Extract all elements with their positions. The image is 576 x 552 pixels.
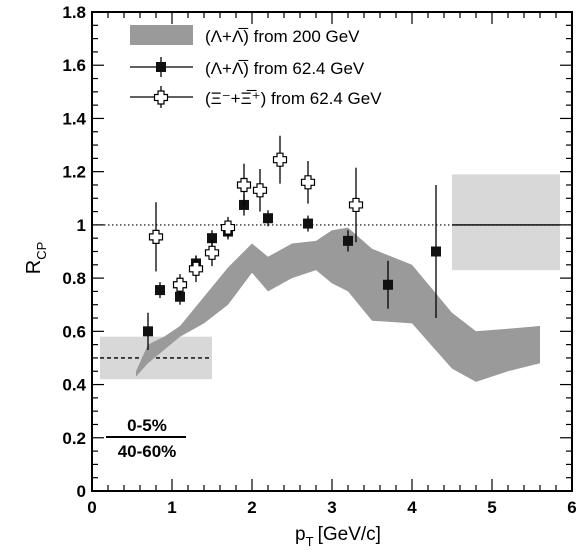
y-tick-label: 0.2: [62, 429, 86, 448]
xi-point: [148, 229, 164, 244]
lambda-point: [207, 233, 217, 244]
legend-xi-marker: [130, 86, 193, 108]
high-norm-box: [452, 174, 560, 271]
y-tick-label: 0.6: [62, 322, 86, 341]
centrality-denominator: 40-60%: [118, 442, 177, 461]
lambda-point: [383, 279, 393, 290]
legend-lambda-marker: [130, 57, 193, 77]
y-tick-label: 0: [77, 482, 86, 501]
y-axis-title: RCP: [23, 242, 49, 275]
lambda-point: [431, 246, 441, 257]
x-tick-label: 6: [567, 498, 576, 517]
lambda-point: [155, 285, 165, 296]
lambda-point: [303, 218, 313, 229]
legend-band-swatch: [130, 25, 193, 45]
xi-point: [172, 277, 188, 292]
x-tick-label: 5: [487, 498, 496, 517]
xi-point: [300, 175, 316, 190]
legend: (Λ+Λ̅) from 200 GeV (Λ+Λ̅) from 62.4 GeV…: [130, 25, 382, 108]
lambda-point: [143, 326, 153, 337]
centrality-label: 0-5% 40-60%: [106, 416, 186, 461]
lambda-point: [263, 213, 273, 224]
xi-point: [252, 183, 268, 198]
xi-point: [220, 220, 236, 235]
y-tick-label: 1.8: [62, 3, 86, 22]
y-tick-label: 1.4: [62, 109, 86, 128]
x-tick-label: 2: [247, 498, 256, 517]
y-tick-label: 1.6: [62, 56, 86, 75]
y-tick-label: 0.4: [62, 376, 86, 395]
x-axis-title: pT [GeV/c]: [295, 524, 381, 549]
x-tick-label: 4: [407, 498, 417, 517]
y-tick-label: 0.8: [62, 269, 86, 288]
y-tick-label: 1.2: [62, 163, 86, 182]
lambda-point: [343, 235, 353, 246]
y-tick-label: 1: [77, 216, 86, 235]
x-tick-label: 3: [327, 498, 336, 517]
lambda-point: [175, 291, 185, 302]
band-200gev: [136, 227, 540, 382]
centrality-numerator: 0-5%: [127, 416, 167, 435]
x-tick-label: 0: [87, 498, 96, 517]
legend-label-xi: (Ξ⁻+Ξ̅⁺) from 62.4 GeV: [205, 89, 382, 108]
xi-point: [348, 197, 364, 213]
xi-point: [272, 152, 288, 167]
y-axis-title-subscript: CP: [34, 242, 49, 260]
xi-point: [236, 177, 252, 193]
x-tick-label: 1: [167, 498, 176, 517]
xi-point: [188, 261, 204, 276]
legend-label-lambda: (Λ+Λ̅) from 62.4 GeV: [205, 59, 365, 78]
xi-point: [204, 245, 220, 260]
legend-label-band: (Λ+Λ̅) from 200 GeV: [205, 27, 360, 46]
